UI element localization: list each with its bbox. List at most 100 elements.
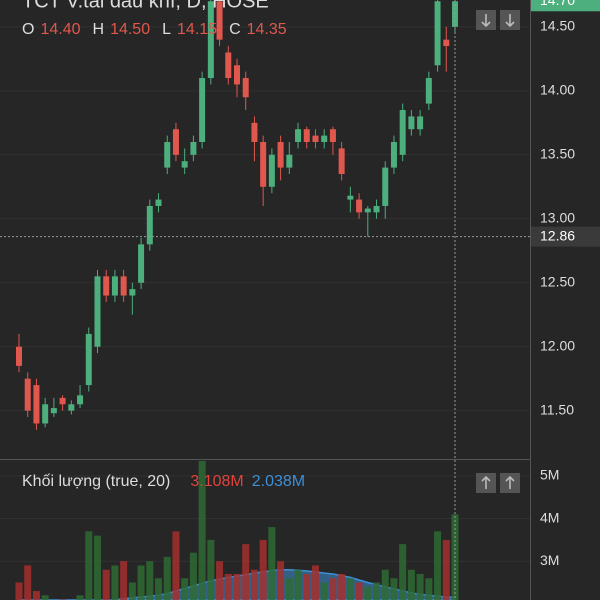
candle-body xyxy=(111,276,118,296)
candle-body xyxy=(103,276,110,296)
y-tick-label: 11.50 xyxy=(540,401,574,417)
ohlc-value: 14.50 xyxy=(110,21,150,38)
volume-bar xyxy=(120,561,128,600)
candle-body xyxy=(59,397,66,405)
ohlc-value: 14.15 xyxy=(177,21,217,38)
candle-body xyxy=(234,65,240,85)
volume-legend-value: 2.038M xyxy=(252,473,305,490)
volume-bar xyxy=(294,569,302,600)
candle-body xyxy=(268,154,275,187)
volume-title: Khối lượng (true, 20) xyxy=(22,473,170,490)
candle-body xyxy=(207,1,214,79)
ohlc-key: L xyxy=(162,21,171,38)
arrow-icon xyxy=(481,14,515,28)
chart-title: TCT V.tải dầu khí, D, HOSE xyxy=(22,0,269,12)
volume-bar xyxy=(381,569,389,600)
volume-bar xyxy=(364,586,372,600)
volume-bar xyxy=(146,561,154,600)
volume-bar xyxy=(189,552,197,600)
volume-bar xyxy=(216,561,224,600)
candle-body xyxy=(338,148,345,174)
crosshair-label-bg xyxy=(531,226,600,247)
candle-body xyxy=(329,129,336,143)
candle-body xyxy=(417,116,424,130)
candle-body xyxy=(85,333,92,386)
volume-bar xyxy=(181,578,189,600)
volume-bar xyxy=(102,569,110,600)
crosshair-label: 12.86 xyxy=(540,227,575,243)
y-tick-label: 12.00 xyxy=(540,337,575,353)
candle-body xyxy=(199,78,206,143)
candle-body xyxy=(286,154,293,168)
candle-body xyxy=(68,404,75,411)
volume-bar xyxy=(346,578,354,600)
ohlc-key: C xyxy=(229,21,241,38)
candle-body xyxy=(216,1,223,40)
volume-bar xyxy=(407,569,415,600)
candle-body xyxy=(251,122,258,143)
volume-bar xyxy=(416,573,424,600)
candle-body xyxy=(408,116,415,130)
y-tick-label: 13.00 xyxy=(540,209,575,225)
volume-bar xyxy=(425,578,433,600)
candle-body xyxy=(260,142,267,187)
candle-body xyxy=(77,395,84,405)
volume-bar xyxy=(207,539,215,600)
volume-bar xyxy=(24,565,32,600)
volume-bar xyxy=(355,582,363,600)
volume-bar xyxy=(76,595,84,600)
volume-bar xyxy=(250,569,258,600)
volume-bar xyxy=(268,527,276,600)
candle-body xyxy=(146,205,153,245)
last-price-bg xyxy=(531,0,600,12)
volume-bar xyxy=(172,531,180,600)
candle-body xyxy=(390,142,397,168)
volume-bar xyxy=(93,535,101,600)
volume-bar xyxy=(338,573,346,600)
volume-bar xyxy=(85,531,93,600)
y-tick-label: 14.50 xyxy=(540,18,575,34)
candle-body xyxy=(347,195,354,200)
scale-buttons[interactable] xyxy=(476,10,520,493)
volume-bar xyxy=(224,573,232,600)
y-tick-label: 14.00 xyxy=(540,82,575,98)
volume-bar xyxy=(303,573,311,600)
volume-bar xyxy=(111,565,119,600)
y-tick-label: 12.50 xyxy=(540,273,575,289)
candle-body xyxy=(443,39,450,47)
candle-body xyxy=(155,199,162,206)
volume-bar xyxy=(128,582,136,600)
arrow-icon xyxy=(481,475,515,489)
candle-body xyxy=(452,1,458,27)
volume-bar xyxy=(285,578,293,600)
candle-body xyxy=(312,135,319,143)
volume-bar xyxy=(320,582,328,600)
candle-body xyxy=(225,52,232,79)
candle-body xyxy=(138,244,145,283)
volume-legend-value: 3.108M xyxy=(190,473,243,490)
y-tick-label: 3M xyxy=(540,552,559,568)
y-tick-label: 5M xyxy=(540,467,559,483)
candle-body xyxy=(172,129,179,155)
volume-bar xyxy=(32,591,40,600)
candle-body xyxy=(277,142,284,168)
candle-body xyxy=(181,161,188,168)
volume-bar xyxy=(41,595,49,600)
volume-bar xyxy=(399,544,407,600)
volume-bar xyxy=(434,531,442,600)
candle-body xyxy=(24,378,31,411)
ohlc-key: H xyxy=(93,21,105,38)
candle-body xyxy=(364,208,371,213)
volume-bar xyxy=(163,556,171,600)
ohlc-key: O xyxy=(22,21,34,38)
candle-body xyxy=(242,78,249,98)
volume-bar xyxy=(233,573,241,600)
volume-bar xyxy=(390,578,398,600)
candle-body xyxy=(42,404,49,424)
volume-bar xyxy=(442,539,450,600)
volume-bar xyxy=(277,561,285,600)
candle-body xyxy=(373,205,380,213)
candle-body xyxy=(94,276,101,347)
